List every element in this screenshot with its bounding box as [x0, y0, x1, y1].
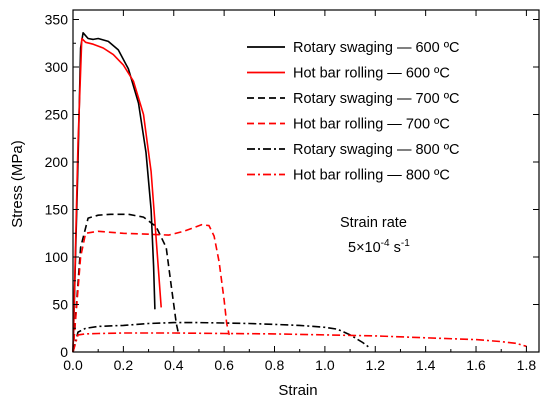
plot-frame [72, 9, 540, 353]
legend-label-6: Hot bar rolling — 800 ºC [293, 168, 450, 184]
annotation-unit: s [390, 240, 401, 256]
legend-label-1: Rotary swaging — 600 ºC [293, 40, 459, 56]
x-tick-label: 0.4 [164, 357, 184, 373]
legend: Rotary swaging — 600 ºC Hot bar rolling —… [247, 40, 459, 184]
legend-label-2: Hot bar rolling — 600 ºC [293, 66, 450, 82]
series-line-1 [72, 31, 156, 353]
strain-rate-annotation: Strain rate 5×10-4 s-1 [340, 215, 410, 256]
series-line-3 [72, 213, 180, 353]
x-tick-label: 1.4 [416, 357, 436, 373]
legend-label-5: Rotary swaging — 800 ºC [293, 142, 459, 158]
y-tick-label: 300 [45, 59, 69, 75]
series-layer [72, 31, 527, 353]
annotation-line-2: 5×10-4 s-1 [348, 238, 410, 256]
y-tick-label: 0 [60, 344, 68, 360]
series-line-2 [72, 37, 162, 353]
x-tick-label: 1.0 [315, 357, 335, 373]
x-tick-label: 1.6 [466, 357, 486, 373]
series-line-4 [72, 223, 230, 353]
x-tick-label: 0.8 [265, 357, 285, 373]
y-tick-label: 250 [45, 107, 69, 123]
annotation-line-1: Strain rate [340, 215, 407, 231]
series-line-5 [72, 321, 371, 353]
y-tick-label: 350 [45, 12, 69, 28]
x-tick-label: 1.8 [517, 357, 537, 373]
annotation-exp-1: -4 [381, 238, 390, 249]
axes-layer: 0.0 0.2 0.4 0.6 0.8 1.0 1.2 1.4 1.6 1.8 0 50 100 150 2… [45, 9, 540, 373]
x-tick-label: 0.0 [63, 357, 83, 373]
x-tick-label: 1.2 [366, 357, 386, 373]
annotation-exp-2: -1 [401, 238, 410, 249]
y-tick-label: 100 [45, 249, 69, 265]
y-axis-title: Stress (MPa) [9, 140, 26, 228]
y-tick-label: 200 [45, 154, 69, 170]
y-tick-label: 50 [52, 297, 68, 313]
series-line-6 [72, 332, 527, 353]
legend-label-4: Hot bar rolling — 700 ºC [293, 117, 450, 133]
x-tick-label: 0.6 [214, 357, 234, 373]
annotation-base: 5×10 [348, 240, 381, 256]
legend-label-3: Rotary swaging — 700 ºC [293, 91, 459, 107]
x-tick-label: 0.2 [114, 357, 134, 373]
y-tick-label: 150 [45, 202, 69, 218]
x-axis-title: Strain [278, 382, 317, 399]
